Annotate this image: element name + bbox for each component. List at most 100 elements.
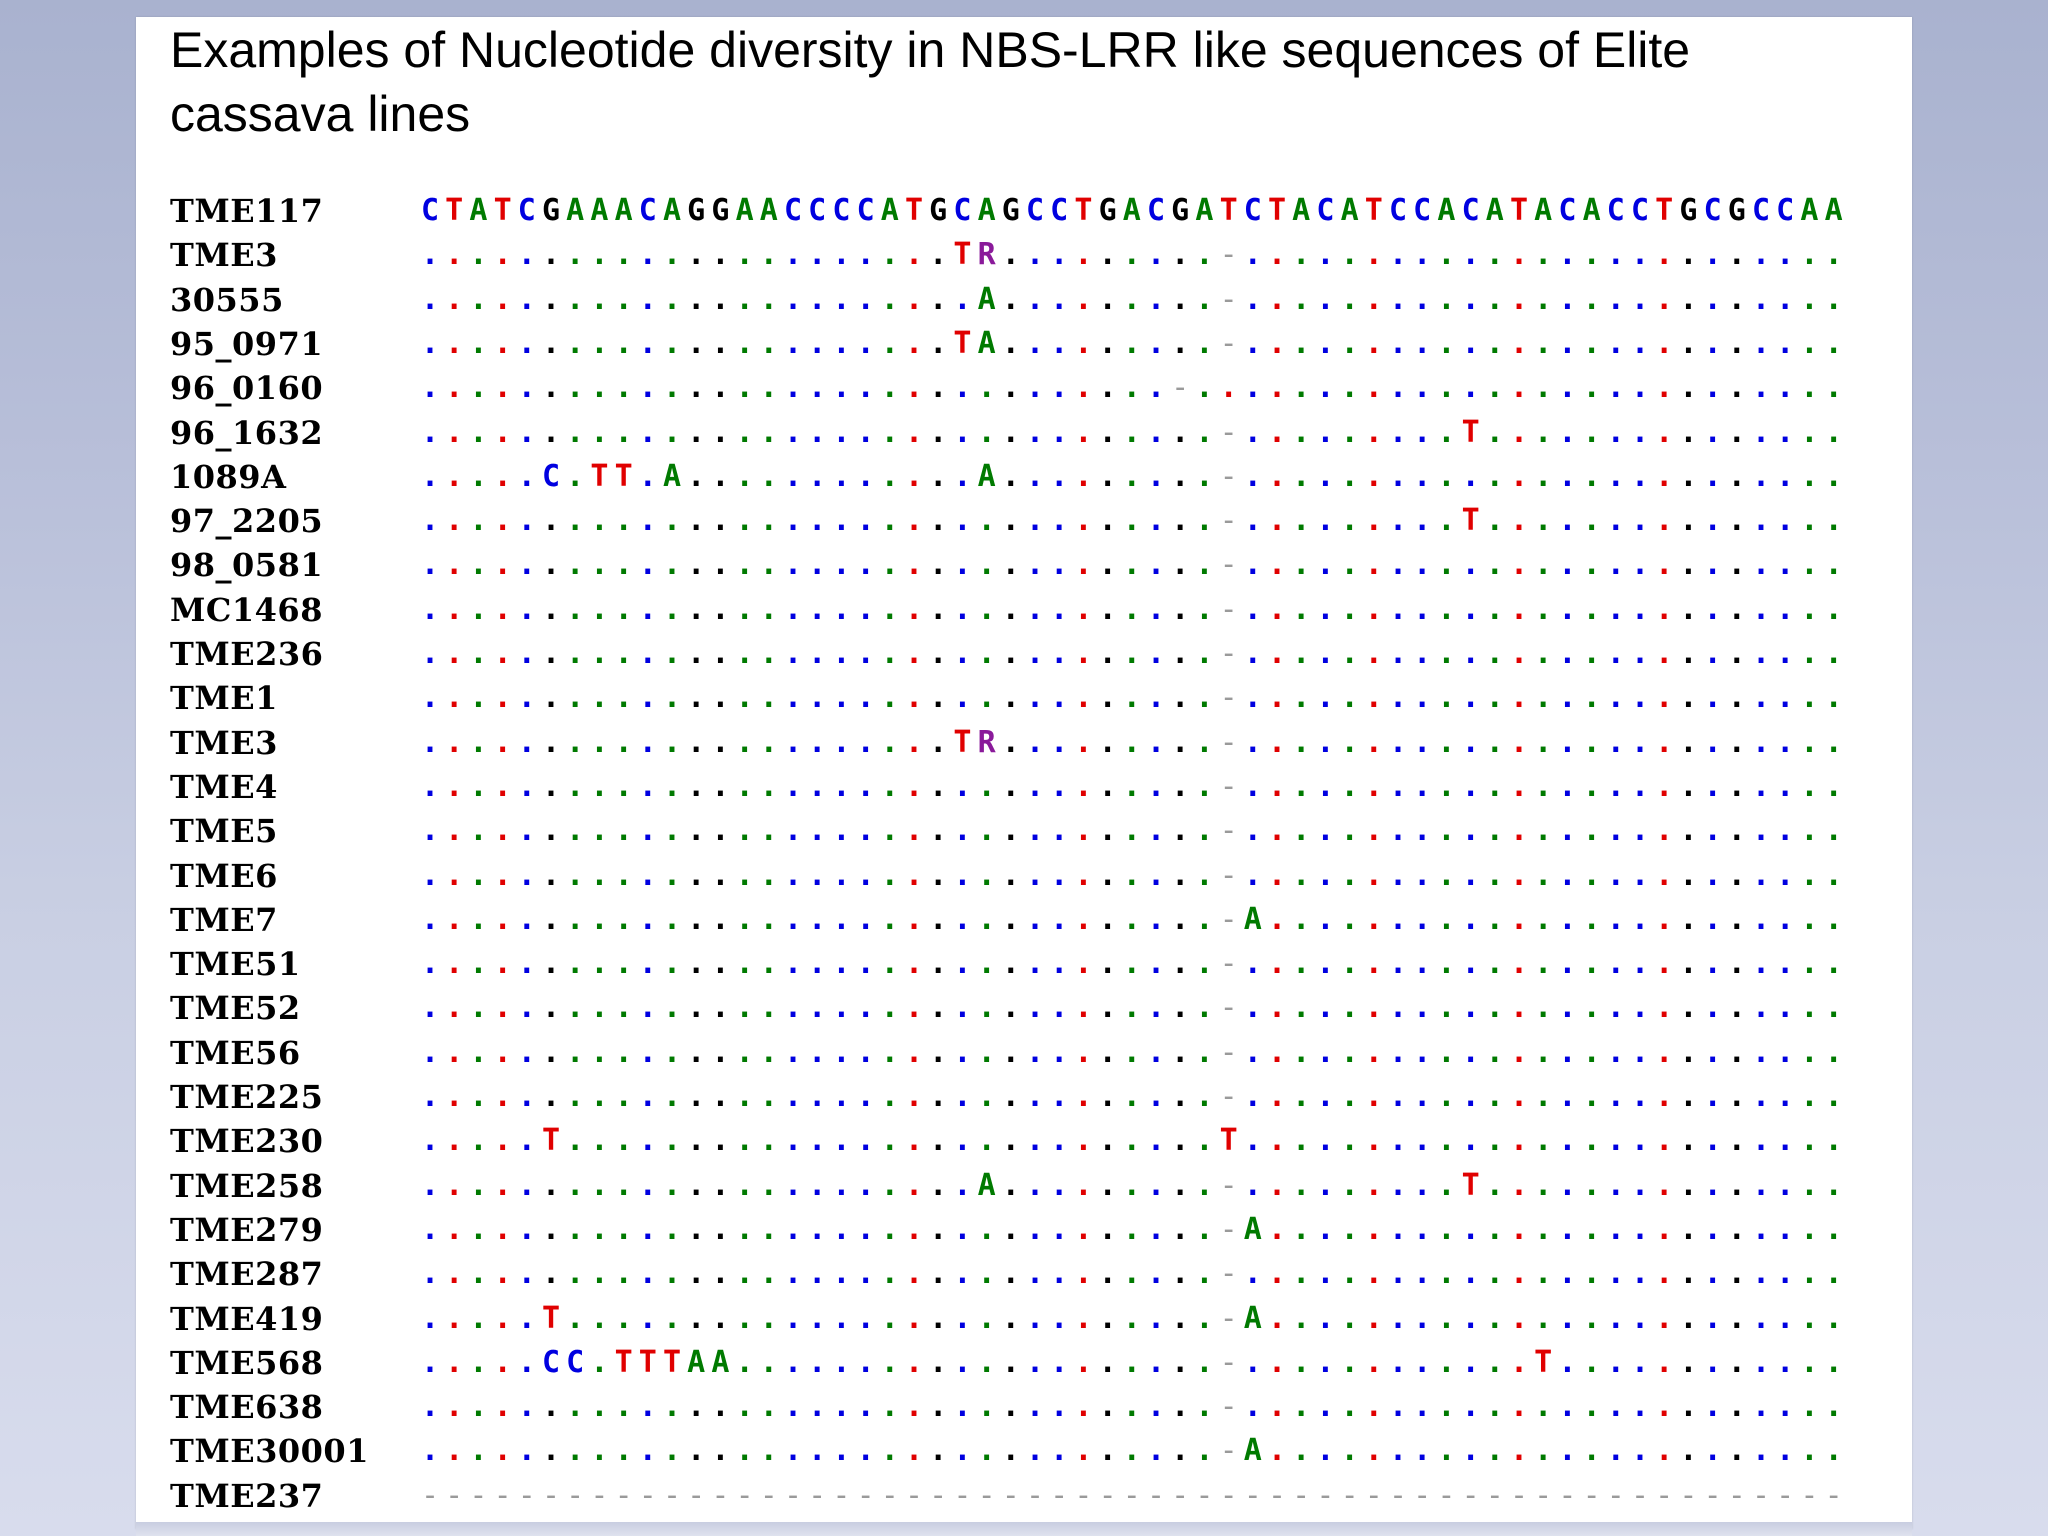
nucleotide: . — [1655, 547, 1674, 583]
nucleotide: . — [614, 990, 633, 1026]
nucleotide: . — [1364, 1433, 1383, 1469]
nucleotide: . — [469, 813, 488, 849]
nucleotide: . — [1316, 768, 1335, 804]
nucleotide: . — [1050, 1256, 1069, 1292]
nucleotide: . — [566, 1211, 585, 1247]
nucleotide: . — [638, 1300, 657, 1336]
nucleotide: . — [856, 1034, 875, 1070]
nucleotide: . — [469, 1167, 488, 1203]
nucleotide: . — [1146, 503, 1166, 539]
nucleotide: . — [1776, 680, 1795, 716]
nucleotide: . — [1364, 813, 1383, 849]
nucleotide: . — [1776, 458, 1795, 494]
nucleotide: . — [1606, 813, 1625, 849]
nucleotide: . — [1050, 1389, 1069, 1425]
nucleotide: . — [1122, 990, 1141, 1026]
nucleotide: . — [1461, 547, 1480, 583]
nucleotide: . — [808, 414, 827, 450]
nucleotide: C — [1703, 193, 1722, 228]
alignment-row: TME7................................. - A.… — [0, 898, 2048, 942]
nucleotide: . — [904, 547, 924, 583]
nucleotide: . — [735, 281, 754, 317]
nucleotide: . — [590, 547, 609, 583]
nucleotide: . — [469, 1344, 488, 1380]
nucleotide: . — [493, 1123, 512, 1159]
nucleotide: . — [904, 370, 924, 406]
nucleotide: . — [517, 1433, 536, 1469]
nucleotide: . — [1364, 857, 1383, 893]
nucleotide: . — [1534, 768, 1553, 804]
nucleotide: . — [517, 813, 536, 849]
nucleotide: . — [662, 1079, 682, 1114]
nucleotide: . — [1582, 1389, 1601, 1425]
nucleotide: . — [469, 503, 488, 539]
nucleotide: . — [808, 547, 827, 583]
slide-bottom-strip — [136, 1522, 1912, 1536]
nucleotide: . — [808, 325, 827, 361]
nucleotide: . — [420, 680, 440, 716]
nucleotide: . — [517, 1344, 536, 1380]
nucleotide: . — [783, 1389, 803, 1425]
nucleotide: . — [1679, 680, 1698, 716]
nucleotide: . — [1171, 857, 1190, 893]
nucleotide: . — [1025, 1433, 1045, 1469]
alignment-row: TME225................................. -… — [0, 1075, 2048, 1119]
sequence-name: TME5 — [170, 812, 278, 851]
sequence-string: .....T...........................-A.....… — [418, 1297, 1843, 1341]
nucleotide: . — [1727, 680, 1746, 716]
nucleotide: . — [1364, 768, 1383, 804]
nucleotide: . — [1195, 1123, 1214, 1159]
nucleotide: . — [1171, 1123, 1190, 1159]
nucleotide: . — [929, 414, 948, 450]
nucleotide: . — [1703, 990, 1722, 1026]
nucleotide: . — [1776, 990, 1795, 1026]
nucleotide: . — [1195, 636, 1214, 671]
nucleotide: . — [1292, 1034, 1311, 1070]
nucleotide: . — [1800, 1211, 1819, 1247]
nucleotide: . — [783, 636, 803, 671]
nucleotide: . — [1703, 1344, 1722, 1380]
nucleotide: . — [1171, 946, 1190, 982]
nucleotide: . — [1485, 1123, 1504, 1159]
nucleotide: . — [1776, 1389, 1795, 1425]
nucleotide: . — [759, 636, 778, 671]
nucleotide: . — [1074, 1034, 1093, 1070]
nucleotide: . — [1800, 414, 1819, 450]
nucleotide: . — [1776, 1079, 1795, 1114]
nucleotide: . — [1292, 237, 1311, 273]
nucleotide: . — [493, 724, 512, 760]
nucleotide: . — [1751, 1389, 1771, 1425]
nucleotide: . — [711, 946, 730, 982]
nucleotide: . — [832, 1389, 851, 1425]
nucleotide: . — [493, 768, 512, 804]
nucleotide: . — [1655, 458, 1674, 494]
nucleotide: A — [977, 281, 996, 317]
nucleotide: . — [1800, 636, 1819, 671]
alignment-row: TME258....................... A......... -… — [0, 1164, 2048, 1208]
nucleotide: . — [1630, 1433, 1650, 1469]
nucleotide: . — [1316, 591, 1335, 627]
nucleotide: . — [566, 768, 585, 804]
alignment-row: TME4................................. -..… — [0, 765, 2048, 809]
nucleotide: . — [590, 281, 609, 317]
nucleotide: - — [445, 1477, 464, 1513]
nucleotide: . — [1364, 680, 1383, 716]
nucleotide: . — [517, 370, 536, 406]
nucleotide: . — [1703, 1256, 1722, 1292]
nucleotide: . — [880, 636, 899, 671]
nucleotide: . — [904, 1256, 924, 1292]
nucleotide: . — [1485, 857, 1504, 893]
nucleotide: . — [735, 1211, 754, 1247]
nucleotide: . — [1630, 1123, 1650, 1159]
nucleotide: . — [517, 1079, 536, 1114]
alignment-row: 96_0160............................... -.… — [0, 366, 2048, 410]
nucleotide: . — [1461, 857, 1480, 893]
nucleotide: . — [1267, 237, 1287, 273]
nucleotide: . — [1558, 1433, 1577, 1469]
nucleotide: . — [1800, 1344, 1819, 1380]
nucleotide: . — [1679, 1167, 1698, 1203]
nucleotide: . — [517, 1256, 536, 1292]
nucleotide: . — [1558, 680, 1577, 716]
